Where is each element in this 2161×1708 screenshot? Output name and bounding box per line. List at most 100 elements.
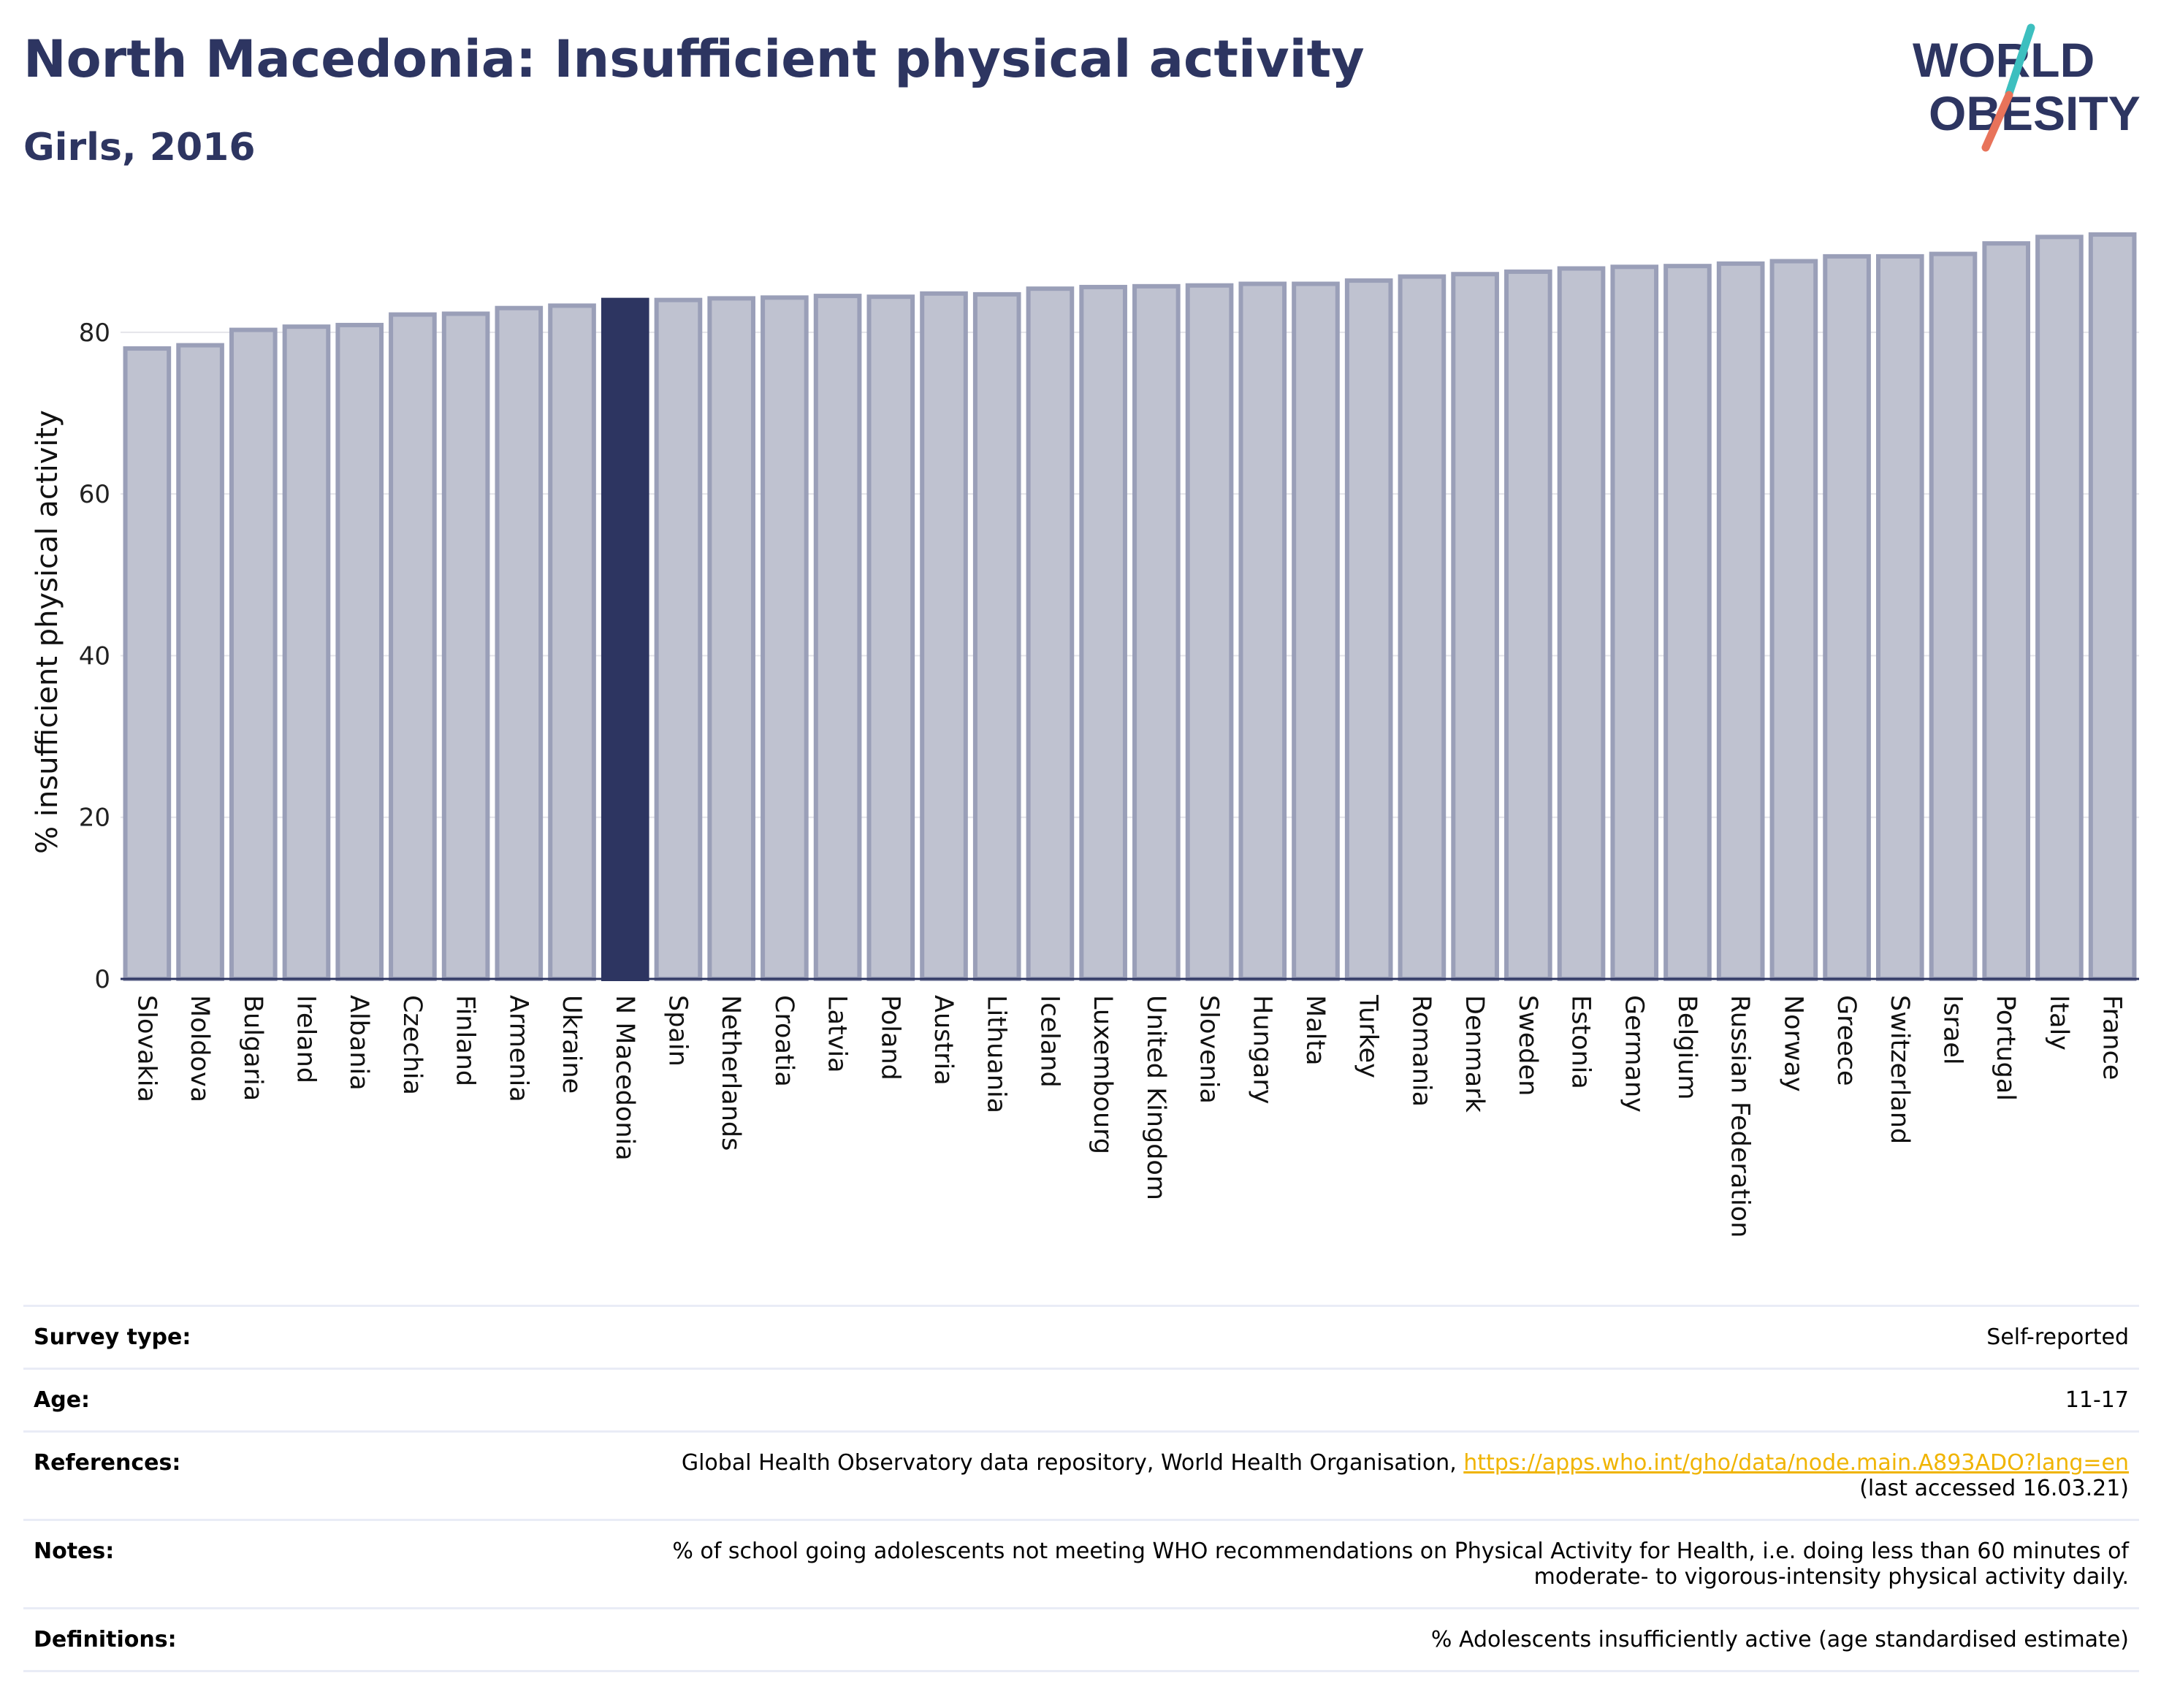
category-label-slovakia: Slovakia: [132, 995, 161, 1102]
y-tick-label: 60: [79, 480, 110, 509]
y-tick-label: 0: [94, 965, 110, 994]
bar-czechia: [389, 312, 437, 982]
category-label-greece: Greece: [1832, 995, 1861, 1086]
logo-slash-teal: [2005, 23, 2035, 98]
category-label-iceland: Iceland: [1034, 995, 1064, 1088]
bar-malta: [1292, 281, 1340, 982]
y-tick-label: 20: [79, 804, 110, 833]
references-label: References:: [23, 1430, 409, 1520]
category-label-israel: Israel: [1938, 995, 1967, 1065]
category-label-malta: Malta: [1300, 995, 1330, 1066]
bar-ireland: [282, 324, 331, 981]
bar-greece: [1823, 253, 1871, 981]
bar-chart: 0 20 40 60 80 Slovakia Moldova Bulgaria Ireland…: [31, 232, 2139, 1238]
bar-croatia: [761, 295, 809, 981]
category-label-estonia: Estonia: [1566, 995, 1596, 1089]
category-label-luxembourg: Luxembourg: [1088, 995, 1117, 1154]
bar-estonia: [1557, 266, 1606, 981]
notes-value: % of school going adolescents not meetin…: [409, 1519, 2139, 1609]
chart-title: North Macedonia: Insufficient physical a…: [23, 29, 1365, 89]
bar-russian-federation: [1716, 261, 1765, 981]
definitions-label: Definitions:: [23, 1607, 409, 1672]
bar-united-kingdom: [1132, 283, 1181, 981]
chart-subtitle: Girls, 2016: [23, 126, 256, 169]
category-label-russian-federation: Russian Federation: [1726, 995, 1755, 1238]
axes: 0 20 40 60 80: [79, 319, 2139, 994]
bar-finland: [441, 311, 490, 981]
category-label-norway: Norway: [1778, 995, 1807, 1092]
bar-ukraine: [548, 303, 596, 981]
info-row-references: References: Global Health Observatory da…: [23, 1430, 2139, 1520]
category-label-united-kingdom: United Kingdom: [1141, 995, 1170, 1200]
age-label: Age:: [23, 1368, 409, 1432]
bar-austria: [920, 291, 968, 981]
category-label-netherlands: Netherlands: [716, 995, 745, 1151]
bar-france: [2088, 232, 2137, 981]
world-obesity-logo: WORLD OBESITY: [1913, 23, 2141, 152]
category-label-latvia: Latvia: [823, 995, 852, 1073]
info-row-notes: Notes: % of school going adolescents not…: [23, 1519, 2139, 1609]
category-label-denmark: Denmark: [1460, 995, 1489, 1113]
bar-turkey: [1344, 278, 1393, 982]
bar-switzerland: [1875, 253, 1924, 981]
category-label-poland: Poland: [875, 995, 904, 1080]
category-label-germany: Germany: [1619, 995, 1648, 1113]
logo-slash-coral: [1981, 91, 2013, 152]
category-label-moldova: Moldova: [185, 995, 214, 1102]
category-label-portugal: Portugal: [1991, 995, 2020, 1101]
category-label-belgium: Belgium: [1672, 995, 1701, 1100]
bar-denmark: [1451, 272, 1499, 981]
bar-netherlands: [707, 296, 755, 981]
bar-slovenia: [1185, 283, 1234, 982]
info-row-survey-type: Survey type: Self-reported: [23, 1305, 2139, 1369]
bar-bulgaria: [229, 327, 278, 981]
bar-armenia: [495, 305, 544, 981]
bar-spain: [654, 297, 703, 981]
category-label-sweden: Sweden: [1513, 995, 1542, 1096]
category-label-slovenia: Slovenia: [1194, 995, 1224, 1104]
bar-lithuania: [972, 291, 1021, 981]
info-table: Survey type: Self-reported Age: 11-17 Re…: [23, 1305, 2139, 1672]
bar-luxembourg: [1079, 284, 1127, 981]
category-label-italy: Italy: [2044, 995, 2073, 1051]
category-label-croatia: Croatia: [769, 995, 799, 1087]
category-label-france: France: [2097, 995, 2127, 1080]
bar-israel: [1929, 251, 1978, 981]
category-label-austria: Austria: [929, 995, 958, 1086]
logo-text-obesity: OBESITY: [1929, 86, 2141, 140]
category-label-lithuania: Lithuania: [982, 995, 1011, 1113]
bar-italy: [2035, 235, 2084, 981]
bar-iceland: [1026, 286, 1075, 981]
info-row-age: Age: 11-17: [23, 1368, 2139, 1432]
references-link[interactable]: https://apps.who.int/gho/data/node.main.…: [1463, 1450, 2129, 1476]
bar-albania: [335, 322, 384, 981]
category-label-romania: Romania: [1406, 995, 1436, 1107]
notes-line-2: moderate- to vigorous-intensity physical…: [1533, 1564, 2129, 1590]
category-label-switzerland: Switzerland: [1885, 995, 1914, 1144]
category-label-turkey: Turkey: [1354, 994, 1383, 1078]
bar-belgium: [1663, 264, 1712, 981]
category-label-czechia: Czechia: [397, 995, 427, 1095]
category-label-albania: Albania: [344, 995, 373, 1091]
bar-latvia: [813, 294, 862, 981]
references-text: Global Health Observatory data repositor…: [681, 1450, 1464, 1476]
info-row-definitions: Definitions: % Adolescents insufficientl…: [23, 1607, 2139, 1672]
category-label-spain: Spain: [663, 995, 692, 1067]
logo-text-world: WORLD: [1913, 33, 2095, 87]
age-value: 11-17: [409, 1368, 2139, 1432]
category-label-ukraine: Ukraine: [557, 995, 586, 1094]
bar-norway: [1769, 259, 1818, 981]
bar-moldova: [176, 343, 224, 981]
bar-sweden: [1504, 269, 1552, 981]
category-labels: Slovakia Moldova Bulgaria Ireland Albania Cze…: [132, 994, 2126, 1238]
y-axis-title: % insufficient physical activity: [31, 410, 64, 854]
bars: [123, 232, 2137, 982]
bar-germany: [1610, 264, 1659, 981]
bar-hungary: [1238, 281, 1287, 982]
survey-type-label: Survey type:: [23, 1305, 409, 1369]
category-label-n-macedonia: N Macedonia: [610, 995, 639, 1161]
y-tick-label: 40: [79, 641, 110, 671]
survey-type-value: Self-reported: [409, 1305, 2139, 1369]
definitions-value: % Adolescents insufficiently active (age…: [409, 1607, 2139, 1672]
bar-romania: [1398, 274, 1447, 982]
